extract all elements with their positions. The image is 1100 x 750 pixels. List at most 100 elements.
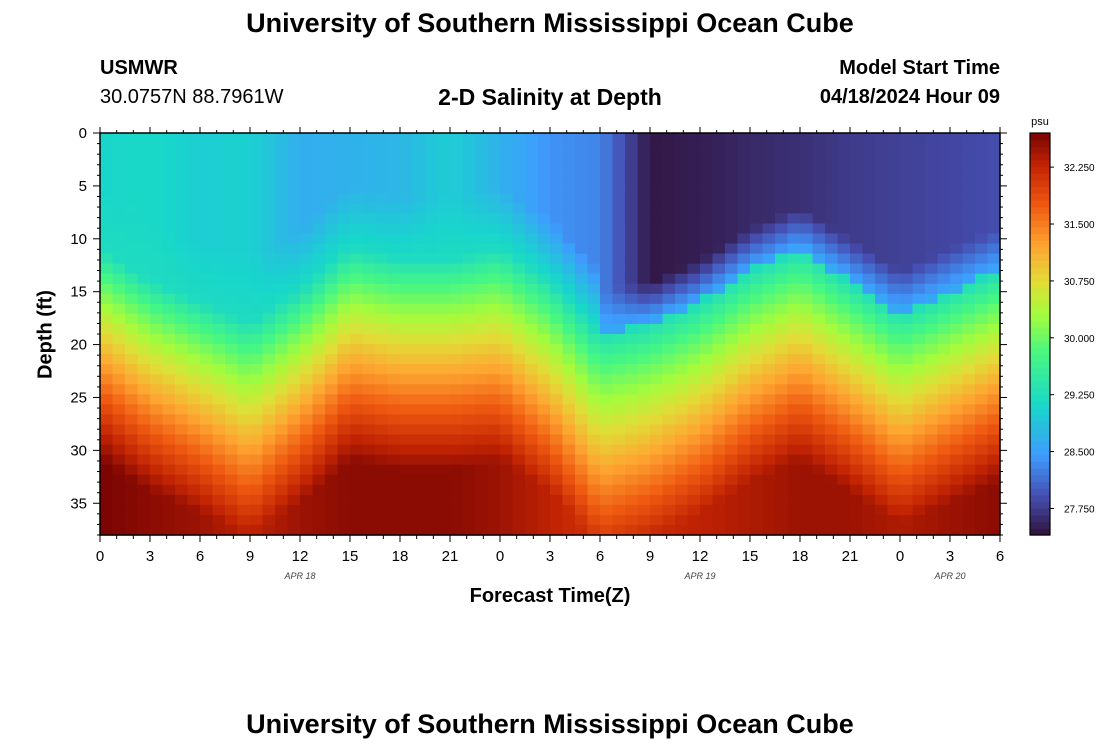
heatmap-cell: [900, 524, 914, 536]
heatmap-cell: [200, 313, 214, 325]
heatmap-cell: [325, 283, 339, 295]
heatmap-cell: [625, 233, 639, 245]
heatmap-cell: [962, 414, 976, 426]
heatmap-cell: [875, 323, 889, 335]
heatmap-cell: [837, 293, 851, 305]
heatmap-cell: [525, 293, 539, 305]
heatmap-cell: [762, 404, 776, 415]
heatmap-cell: [600, 484, 614, 496]
heatmap-cell: [425, 384, 439, 395]
heatmap-cell: [312, 163, 326, 174]
heatmap-cell: [525, 133, 539, 144]
heatmap-cell: [912, 454, 926, 466]
heatmap-cell: [737, 344, 751, 355]
heatmap-cell: [212, 464, 226, 476]
heatmap-cell: [275, 484, 289, 496]
heatmap-cell: [662, 354, 676, 365]
heatmap-cell: [362, 484, 376, 496]
heatmap-cell: [200, 484, 214, 496]
heatmap-cell: [262, 133, 276, 144]
heatmap-cell: [787, 334, 801, 345]
heatmap-cell: [475, 394, 489, 405]
heatmap-cell: [787, 514, 801, 526]
heatmap-cell: [425, 404, 439, 415]
heatmap-cell: [562, 384, 576, 395]
heatmap-cell: [100, 394, 114, 405]
heatmap-cell: [587, 213, 601, 225]
heatmap-cell: [287, 434, 301, 446]
heatmap-cell: [412, 203, 426, 214]
heatmap-cell: [537, 464, 551, 476]
heatmap-cell: [350, 303, 364, 315]
heatmap-cell: [875, 334, 889, 345]
heatmap-cell: [650, 133, 664, 144]
heatmap-cell: [200, 283, 214, 295]
colorbar-segment: [1030, 427, 1050, 436]
heatmap-cell: [937, 474, 951, 486]
heatmap-cell: [487, 504, 501, 516]
heatmap-cell: [637, 354, 651, 365]
heatmap-cell: [400, 143, 414, 154]
heatmap-cell: [800, 514, 814, 526]
heatmap-cell: [987, 514, 1001, 526]
heatmap-cell: [987, 414, 1001, 426]
heatmap-cell: [100, 263, 114, 275]
heatmap-cell: [637, 203, 651, 214]
heatmap-cell: [150, 243, 164, 255]
heatmap-cell: [400, 163, 414, 174]
heatmap-cell: [862, 504, 876, 516]
heatmap-cell: [712, 143, 726, 154]
heatmap-cell: [812, 454, 826, 466]
heatmap-cell: [637, 524, 651, 536]
heatmap-cell: [637, 334, 651, 345]
heatmap-cell: [675, 243, 689, 255]
heatmap-cell: [562, 193, 576, 204]
heatmap-cell: [287, 223, 301, 235]
colorbar-segment: [1030, 454, 1050, 462]
heatmap-cell: [100, 404, 114, 415]
heatmap-cell: [187, 233, 201, 245]
heatmap-cell: [987, 444, 1001, 456]
heatmap-cell: [962, 434, 976, 446]
heatmap-cell: [975, 474, 989, 486]
heatmap-cell: [412, 404, 426, 415]
heatmap-cell: [962, 273, 976, 285]
heatmap-cell: [625, 514, 639, 526]
heatmap-cell: [475, 444, 489, 456]
heatmap-cell: [837, 454, 851, 466]
heatmap-cell: [200, 514, 214, 526]
heatmap-cell: [787, 273, 801, 285]
heatmap-cell: [925, 404, 939, 415]
heatmap-cell: [475, 313, 489, 325]
colorbar-segment: [1030, 488, 1050, 496]
heatmap-cell: [962, 394, 976, 405]
heatmap-cell: [362, 344, 376, 355]
heatmap-cell: [162, 494, 176, 506]
heatmap-cell: [187, 444, 201, 456]
heatmap-cell: [450, 273, 464, 285]
heatmap-cell: [962, 233, 976, 245]
heatmap-cell: [237, 273, 251, 285]
heatmap-cell: [637, 153, 651, 164]
heatmap-cell: [587, 323, 601, 335]
heatmap-cell: [700, 424, 714, 436]
heatmap-cell: [950, 474, 964, 486]
heatmap-cell: [625, 504, 639, 516]
heatmap-cell: [187, 163, 201, 174]
heatmap-cell: [162, 374, 176, 385]
x-tick-label: 9: [246, 548, 254, 565]
heatmap-cell: [937, 213, 951, 225]
heatmap-cell: [900, 263, 914, 275]
heatmap-cell: [662, 303, 676, 315]
heatmap-cell: [875, 193, 889, 204]
heatmap-cell: [912, 253, 926, 265]
heatmap-cell: [887, 293, 901, 305]
heatmap-cell: [312, 283, 326, 295]
heatmap-cell: [387, 384, 401, 395]
colorbar-segment: [1030, 226, 1050, 235]
heatmap-cell: [625, 404, 639, 415]
heatmap-cell: [950, 424, 964, 436]
heatmap-cell: [237, 484, 251, 496]
heatmap-cell: [175, 474, 189, 486]
